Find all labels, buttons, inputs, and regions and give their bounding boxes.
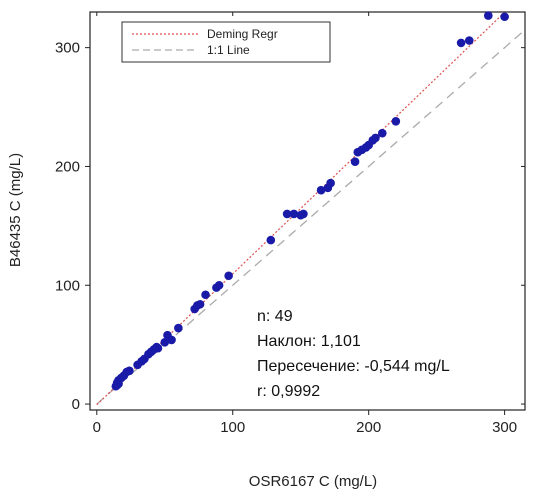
data-point bbox=[112, 380, 122, 390]
y-tick-label: 100 bbox=[55, 277, 80, 294]
y-tick-label: 200 bbox=[55, 158, 80, 175]
data-point bbox=[350, 157, 360, 166]
data-point bbox=[125, 366, 134, 376]
data-point bbox=[456, 38, 466, 48]
legend-box bbox=[121, 21, 331, 63]
stat-slope: Наклон: 1,101 bbox=[257, 333, 361, 350]
x-tick-label: 300 bbox=[492, 419, 517, 436]
x-axis-title: OSR6167 C (mg/L) bbox=[249, 473, 377, 490]
data-point bbox=[316, 185, 326, 195]
legend-label-deming: Deming Regr bbox=[207, 27, 278, 41]
data-points bbox=[111, 11, 509, 391]
data-point bbox=[152, 342, 161, 352]
x-tick-label: 200 bbox=[356, 419, 381, 436]
data-point bbox=[377, 128, 387, 138]
data-point bbox=[464, 36, 474, 45]
data-point bbox=[266, 235, 276, 245]
y-axis-title: B46435 C (mg/L) bbox=[7, 153, 24, 267]
x-tick-label: 0 bbox=[93, 419, 101, 436]
x-tick-label: 100 bbox=[220, 419, 245, 436]
data-point bbox=[299, 209, 308, 219]
data-point bbox=[483, 11, 493, 20]
data-point bbox=[174, 323, 183, 333]
legend-label-identity: 1:1 Line bbox=[207, 43, 250, 57]
data-point bbox=[371, 133, 380, 143]
data-point bbox=[326, 178, 335, 188]
stat-intercept: Пересечение: -0,544 mg/L bbox=[257, 358, 450, 375]
stat-r: r: 0,9992 bbox=[257, 383, 321, 400]
regression-stats: n: 49 Наклон: 1,101 Пересечение: -0,544 … bbox=[257, 304, 450, 404]
legend: Deming Regr 1:1 Line bbox=[121, 21, 331, 63]
data-point bbox=[214, 280, 224, 290]
data-point bbox=[289, 209, 299, 219]
y-tick-label: 0 bbox=[72, 396, 80, 413]
data-point bbox=[500, 12, 509, 22]
data-point bbox=[160, 337, 170, 347]
data-point bbox=[201, 290, 210, 300]
stat-n: n: 49 bbox=[257, 308, 293, 325]
data-point bbox=[391, 117, 401, 126]
data-point bbox=[167, 335, 176, 345]
data-point bbox=[195, 299, 205, 309]
data-point bbox=[282, 209, 292, 219]
data-point bbox=[224, 271, 233, 281]
deming-regression-line bbox=[96, 12, 506, 406]
y-tick-label: 300 bbox=[55, 40, 80, 57]
